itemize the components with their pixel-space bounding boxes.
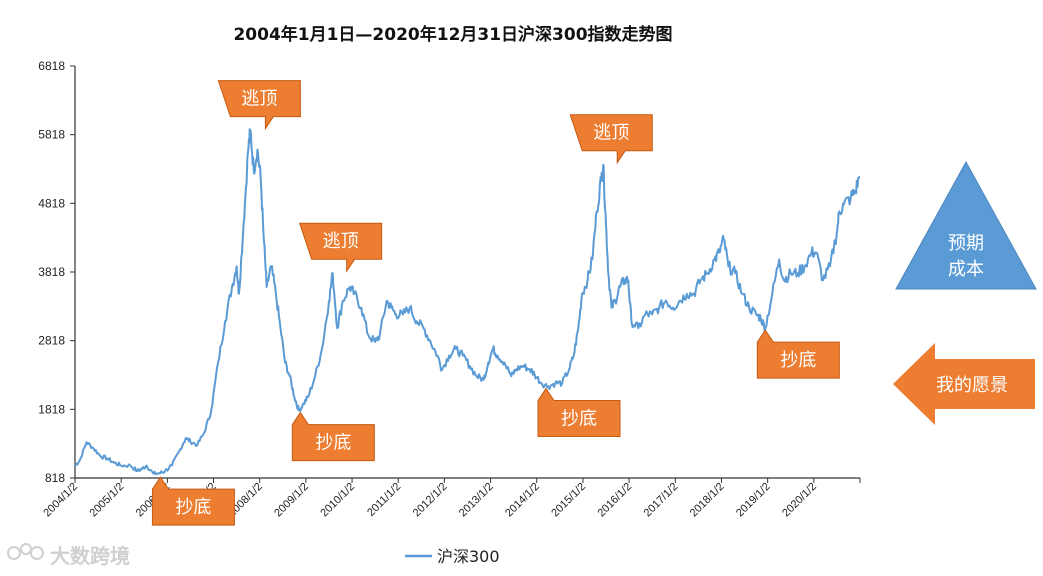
x-tick-label: 2020/1/2 (780, 481, 819, 520)
callout-label: 逃顶 (593, 123, 629, 144)
vision-arrow: 我的愿景 (893, 343, 1035, 425)
x-tick-label: 2018/1/2 (688, 481, 727, 520)
legend-label: 沪深300 (437, 547, 500, 566)
callout-box (217, 80, 301, 131)
vision-arrow-label: 我的愿景 (936, 375, 1008, 396)
callout-label: 抄底 (561, 409, 597, 430)
plot-area: 6818 5818 4818 3818 2818 1818 818 2004/1/2 2005… (38, 59, 861, 526)
callout-escape-top: 逃顶 (298, 222, 383, 273)
callout-escape-top: 逃顶 (569, 114, 653, 165)
y-tick-label: 6818 (38, 59, 65, 73)
callout-label: 抄底 (175, 497, 211, 518)
x-tick-label: 2004/1/2 (41, 481, 80, 520)
callout-box (298, 222, 383, 273)
series-line-hs300 (74, 128, 861, 476)
x-tick-label: 2011/1/2 (365, 481, 403, 519)
y-tick-label: 4818 (38, 196, 65, 210)
callout-box (291, 411, 375, 462)
x-tick-label: 2013/1/2 (457, 481, 496, 520)
watermark-logo-icon (7, 543, 44, 560)
callout-label: 抄底 (315, 433, 351, 454)
x-tick-label: 2012/1/2 (411, 481, 450, 520)
callout-buy-bottom: 抄底 (151, 476, 235, 526)
callout-buy-bottom: 抄底 (291, 411, 375, 462)
y-tick-label: 1818 (38, 402, 65, 416)
callout-label: 逃顶 (241, 89, 277, 110)
watermark: 大数跨境 (7, 543, 130, 568)
callout-box (756, 329, 840, 379)
legend: 沪深300 (405, 547, 500, 566)
expected-cost-triangle: 预期 成本 (895, 160, 1037, 290)
callout-label: 逃顶 (323, 231, 359, 252)
y-tick-label: 818 (45, 471, 65, 485)
callout-box (151, 476, 235, 526)
x-tick-label: 2017/1/2 (642, 481, 681, 520)
x-tick-label: 2014/1/2 (503, 481, 542, 520)
x-tick-label: 2010/1/2 (318, 481, 357, 520)
watermark-text: 大数跨境 (50, 544, 130, 568)
callout-box (569, 114, 653, 165)
triangle-label-line2: 成本 (948, 259, 984, 280)
x-tick-label: 2009/1/2 (272, 481, 311, 520)
y-tick-label: 5818 (38, 128, 65, 142)
y-tick-label: 2818 (38, 334, 65, 348)
x-tick-label: 2016/1/2 (595, 481, 634, 520)
callout-label: 抄底 (780, 350, 816, 371)
callout-box (537, 387, 621, 438)
y-axis: 6818 5818 4818 3818 2818 1818 818 (38, 59, 76, 485)
x-tick-label: 2005/1/2 (88, 481, 127, 520)
triangle-label-line1: 预期 (948, 233, 984, 254)
callout-buy-bottom: 抄底 (756, 329, 840, 379)
x-tick-label: 2019/1/2 (734, 481, 773, 520)
y-tick-label: 3818 (38, 265, 65, 279)
callout-escape-top: 逃顶 (217, 80, 301, 131)
x-tick-label: 2015/1/2 (549, 481, 588, 520)
chart-title: 2004年1月1日—2020年12月31日沪深300指数走势图 (233, 24, 672, 45)
callout-buy-bottom: 抄底 (537, 387, 621, 438)
